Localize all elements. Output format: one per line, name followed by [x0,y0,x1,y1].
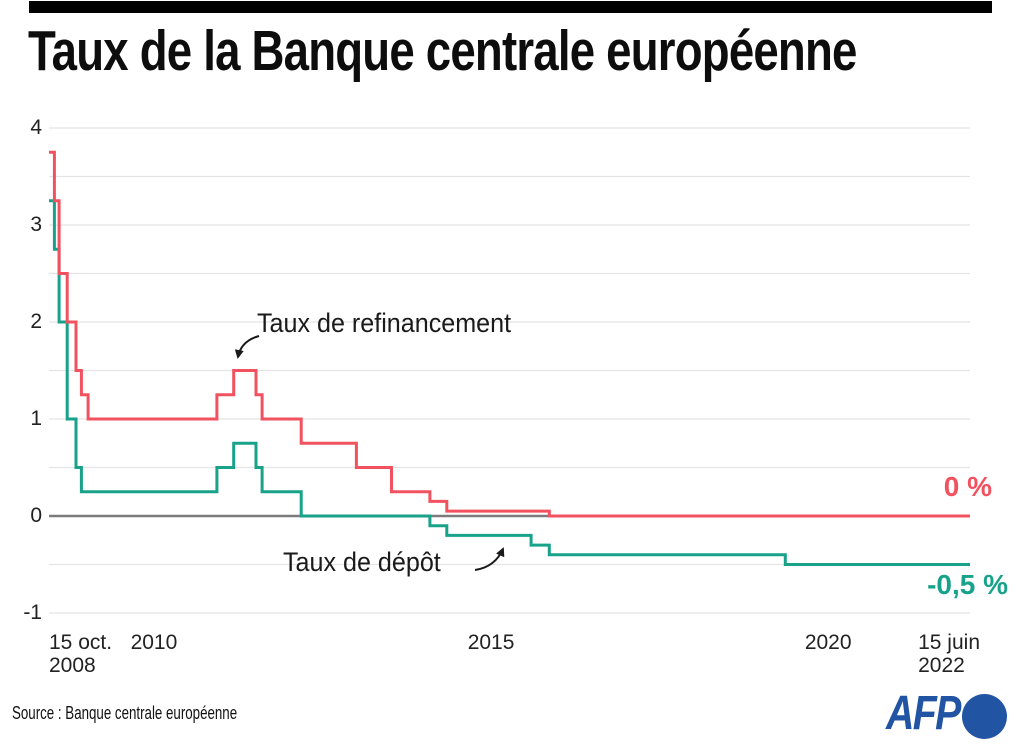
y-tick-label: -1 [23,601,42,624]
x-tick-label: 15 juin 2022 [918,631,980,677]
afp-logo: AFP [886,690,1010,742]
y-tick-label: 2 [30,310,42,333]
afp-logo-text: AFP [886,687,961,740]
series-line-1 [49,150,970,518]
y-tick-label: 3 [30,213,42,236]
x-tick-label: 2020 [804,631,852,654]
refinancing-annotation-arrow-icon [234,335,260,359]
gridlines [49,127,970,614]
deposit-end-value-label: -0,5 % [927,569,1008,600]
deposit-rate-label: Taux de dépôt [283,547,441,577]
x-tick-label: 2015 [467,631,515,654]
deposit-annotation-arrow-icon [474,547,505,571]
title-bar-rule [29,1,992,13]
x-tick-label: 2010 [130,631,178,654]
page-title: Taux de la Banque centrale européenne [28,19,857,83]
afp-logo-circle-icon [962,694,1007,739]
y-tick-label: 4 [30,116,42,139]
x-tick-label: 15 oct. 2008 [49,631,113,677]
refinancing-end-value-label: 0 % [943,471,992,502]
y-tick-label: 1 [30,407,42,430]
y-tick-label: 0 [30,504,42,527]
series-lines [49,150,970,566]
refinancing-rate-label: Taux de refinancement [257,308,512,338]
source-caption: Source : Banque centrale européenne [12,703,238,723]
series-line-0 [49,199,970,566]
